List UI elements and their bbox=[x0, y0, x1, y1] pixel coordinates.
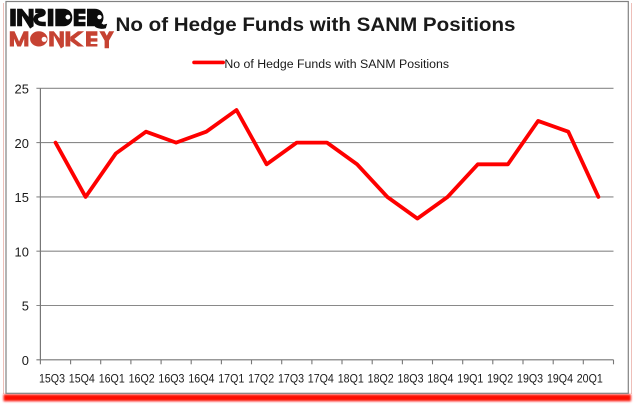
svg-text:16Q1: 16Q1 bbox=[99, 372, 125, 386]
svg-text:5: 5 bbox=[22, 299, 29, 314]
svg-text:16Q2: 16Q2 bbox=[129, 372, 155, 386]
svg-text:19Q2: 19Q2 bbox=[487, 372, 513, 386]
svg-text:25: 25 bbox=[15, 82, 29, 97]
svg-text:No of Hedge Funds with SANM Po: No of Hedge Funds with SANM Positions bbox=[116, 14, 516, 36]
svg-text:18Q2: 18Q2 bbox=[368, 372, 394, 386]
svg-text:16Q3: 16Q3 bbox=[158, 372, 184, 386]
svg-text:19Q4: 19Q4 bbox=[547, 372, 573, 386]
svg-text:17Q2: 17Q2 bbox=[248, 372, 274, 386]
svg-text:16Q4: 16Q4 bbox=[188, 372, 214, 386]
svg-text:No of Hedge Funds with SANM Po: No of Hedge Funds with SANM Positions bbox=[224, 57, 449, 71]
svg-text:20Q1: 20Q1 bbox=[577, 372, 603, 386]
svg-text:0: 0 bbox=[22, 353, 29, 368]
svg-text:15Q3: 15Q3 bbox=[39, 372, 65, 386]
svg-text:15Q4: 15Q4 bbox=[69, 372, 95, 386]
svg-text:18Q1: 18Q1 bbox=[338, 372, 364, 386]
svg-text:19Q3: 19Q3 bbox=[517, 372, 543, 386]
svg-text:17Q4: 17Q4 bbox=[308, 372, 334, 386]
svg-text:15: 15 bbox=[15, 190, 29, 205]
svg-text:10: 10 bbox=[15, 244, 29, 259]
svg-text:17Q1: 17Q1 bbox=[218, 372, 244, 386]
svg-text:18Q3: 18Q3 bbox=[397, 372, 423, 386]
svg-text:20: 20 bbox=[15, 136, 29, 151]
svg-text:17Q3: 17Q3 bbox=[278, 372, 304, 386]
svg-text:19Q1: 19Q1 bbox=[457, 372, 483, 386]
svg-text:18Q4: 18Q4 bbox=[427, 372, 453, 386]
